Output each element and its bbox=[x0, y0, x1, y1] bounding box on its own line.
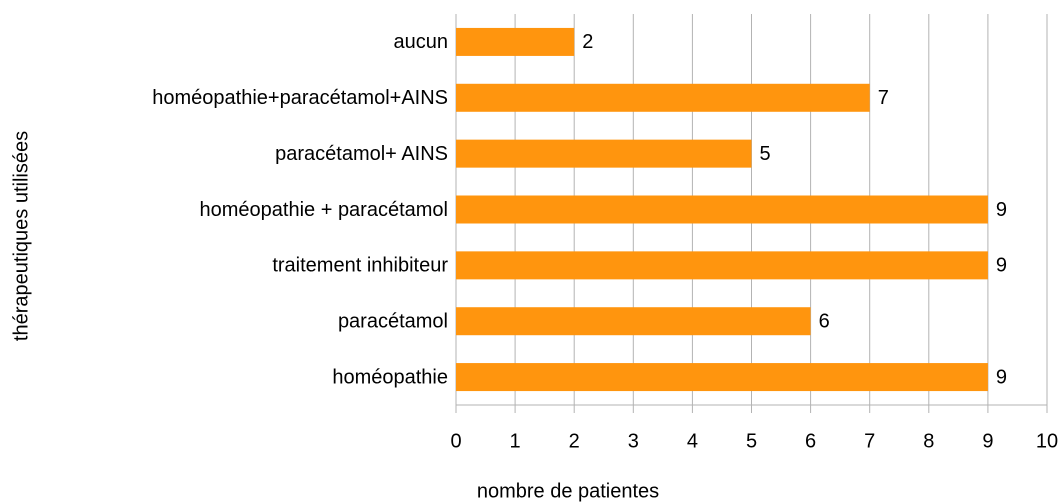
bar bbox=[456, 363, 988, 392]
x-tick-label: 2 bbox=[569, 430, 580, 452]
y-tick-label: paracétamol+ AINS bbox=[275, 143, 448, 165]
bar bbox=[456, 307, 811, 336]
x-tick-label: 3 bbox=[628, 430, 639, 452]
y-tick-label: traitement inhibiteur bbox=[272, 255, 448, 277]
bar bbox=[456, 83, 870, 112]
y-axis-title: thérapeutiques utilisées bbox=[10, 131, 32, 341]
x-tick-label: 0 bbox=[450, 430, 461, 452]
x-tick-label: 9 bbox=[982, 430, 993, 452]
x-tick-label: 5 bbox=[746, 430, 757, 452]
bar bbox=[456, 251, 988, 280]
x-tick-label: 1 bbox=[510, 430, 521, 452]
data-label: 2 bbox=[582, 31, 593, 53]
data-label: 9 bbox=[996, 199, 1007, 221]
data-label: 9 bbox=[996, 255, 1007, 277]
y-tick-label: homéopathie bbox=[332, 366, 448, 388]
x-axis-title: nombre de patientes bbox=[477, 480, 659, 502]
y-tick-label: homéopathie + paracétamol bbox=[200, 199, 449, 221]
y-tick-label: paracétamol bbox=[338, 310, 448, 332]
x-tick-label: 6 bbox=[805, 430, 816, 452]
y-tick-label: homéopathie+paracétamol+AINS bbox=[152, 87, 448, 109]
data-label: 6 bbox=[819, 310, 830, 332]
x-tick-label: 10 bbox=[1036, 430, 1058, 452]
bar bbox=[456, 27, 575, 56]
x-tick-label: 7 bbox=[864, 430, 875, 452]
bar bbox=[456, 195, 988, 224]
data-label: 9 bbox=[996, 366, 1007, 388]
x-tick-label: 4 bbox=[687, 430, 698, 452]
y-tick-label: aucun bbox=[394, 31, 449, 53]
x-tick-label: 8 bbox=[923, 430, 934, 452]
bar bbox=[456, 139, 752, 168]
data-label: 7 bbox=[878, 87, 889, 109]
data-label: 5 bbox=[760, 143, 771, 165]
